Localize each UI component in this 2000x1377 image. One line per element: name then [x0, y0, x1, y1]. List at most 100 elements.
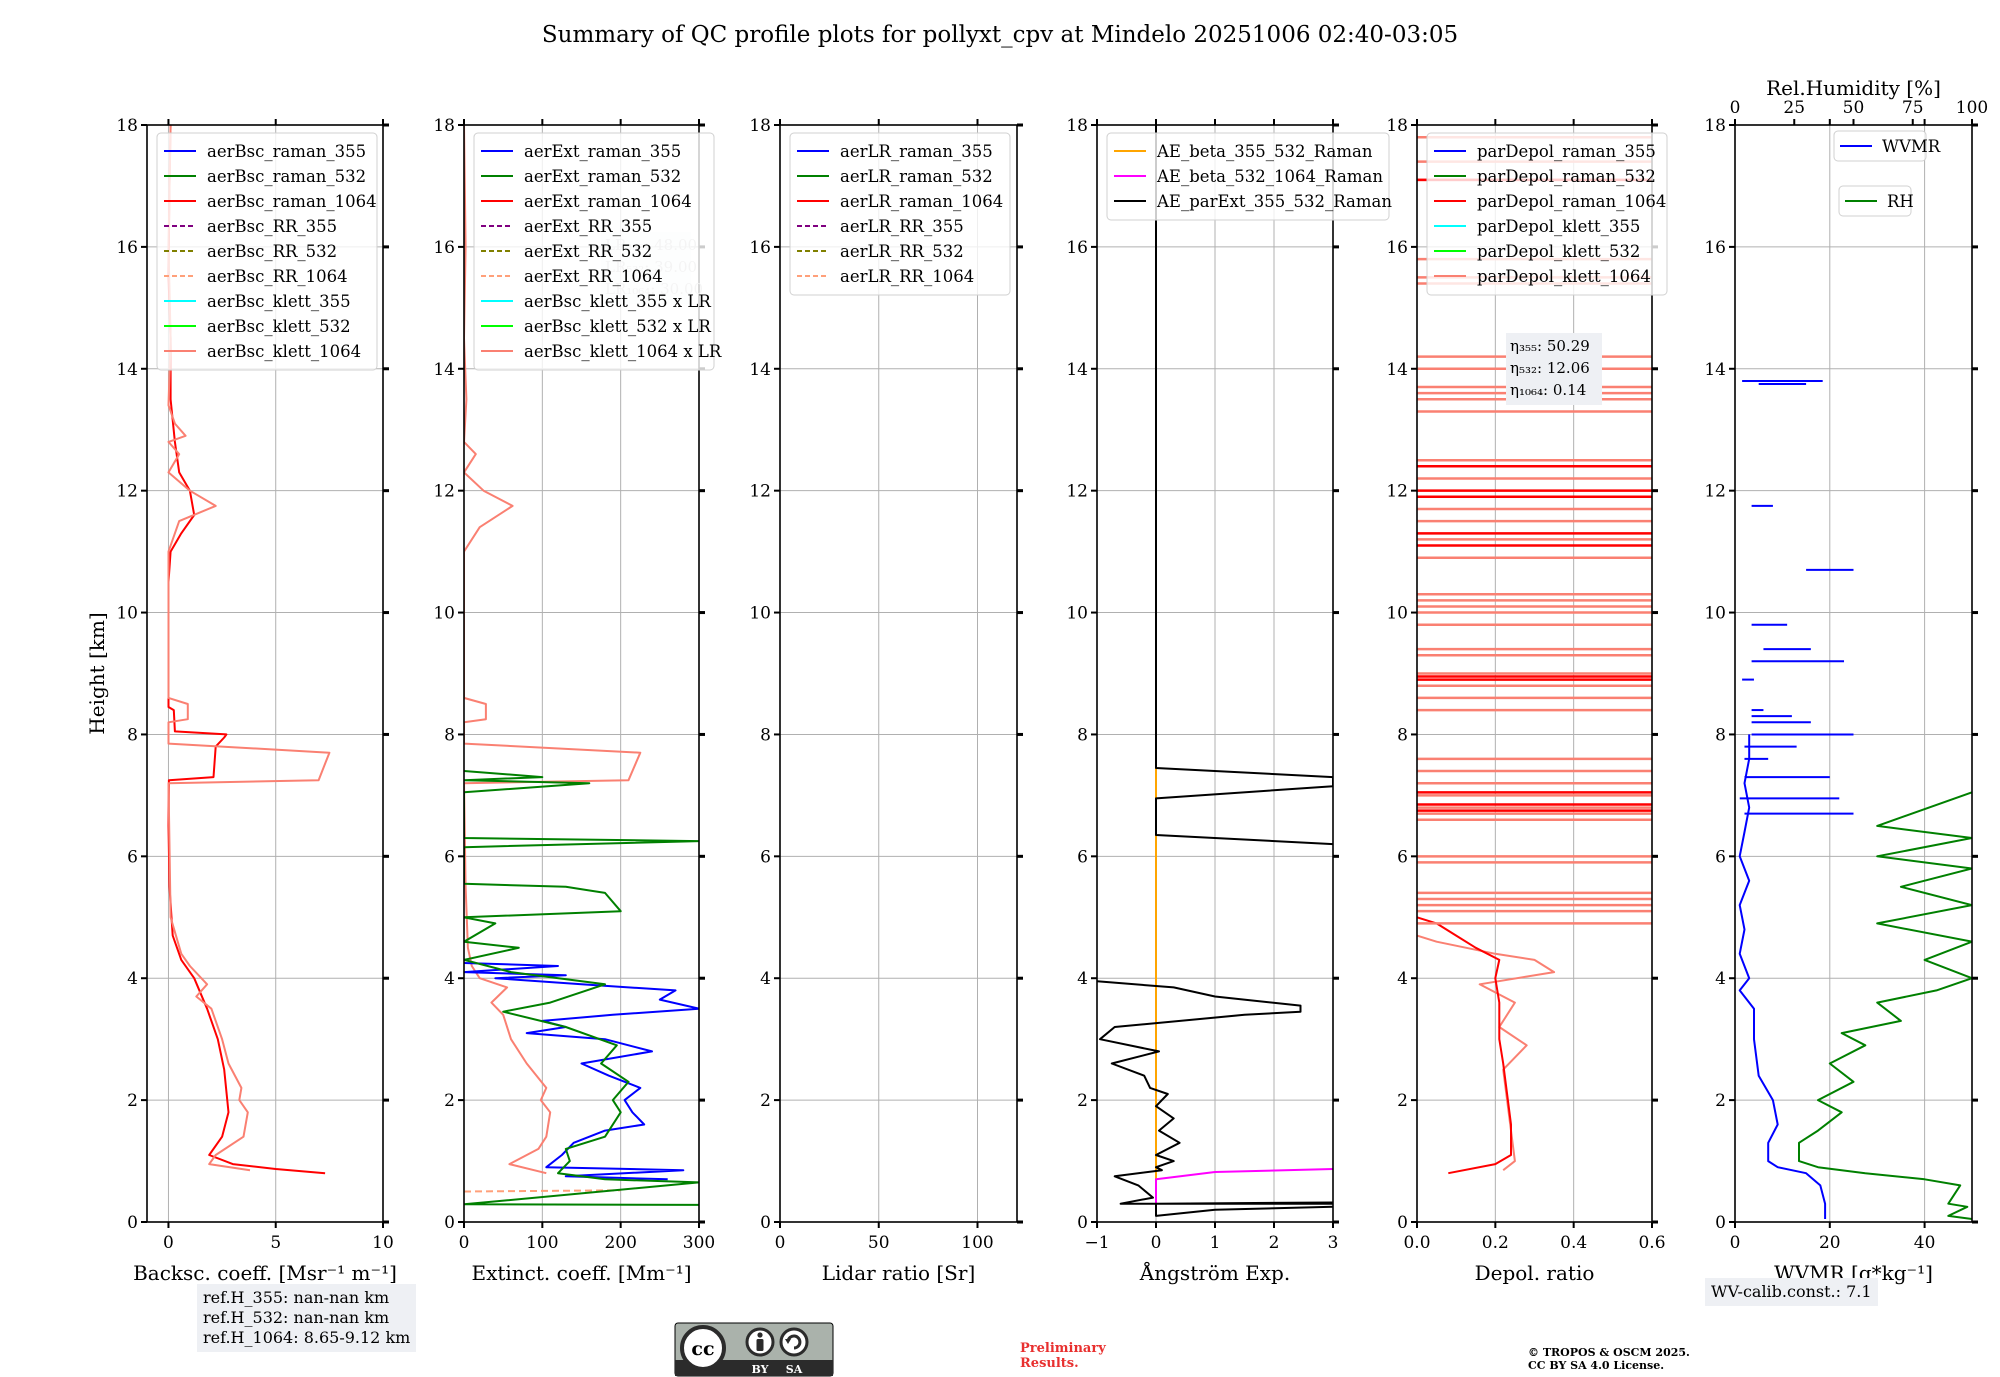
y-tick-label: 6: [1397, 847, 1408, 867]
legend-label: aerLR_RR_532: [840, 242, 964, 261]
x-top-tick-label: 25: [1783, 98, 1805, 118]
legend: aerExt_raman_355 aerExt_raman_532 aerExt_r…: [473, 132, 722, 371]
legend-label: aerBsc_klett_355 x LR: [524, 292, 711, 311]
y-tick-label: 6: [1715, 847, 1726, 867]
sa-label: SA: [786, 1363, 803, 1376]
x-tick-label: 0: [459, 1233, 470, 1253]
y-tick-label: 8: [1715, 725, 1726, 745]
series-pardepol-klett-1064: [1417, 934, 1556, 1171]
legend-label: parDepol_klett_1064: [1477, 267, 1651, 286]
x-tick-label: 5: [270, 1233, 281, 1253]
reference-heights-box: ref.H_355: nan-nan km ref.H_532: nan-nan…: [197, 1284, 417, 1352]
cc-by-sa-license-badge: cc BY SA: [674, 1322, 834, 1377]
annotation-line: η₁₀₆₄: 0.14: [1510, 381, 1586, 399]
panel-depolarization: 0 2 4 6 8 10 12 14 16 18 0.0 0.2 0.4 0.6 Depol. ratio η…: [1386, 116, 1668, 1285]
y-tick-label: 16: [433, 238, 455, 258]
legend-label: WVMR: [1882, 137, 1941, 156]
y-tick-label: 12: [433, 482, 455, 502]
x-tick-label: 100: [961, 1233, 993, 1253]
x-top-axis-label: Rel.Humidity [%]: [1766, 76, 1941, 100]
x-tick-label: 0: [1151, 1233, 1162, 1253]
series-aerbsc-klett-1064: [167, 125, 331, 1172]
legend-label: RH: [1887, 192, 1914, 211]
legend-label: aerBsc_RR_532: [207, 242, 337, 261]
wv-calibration-constant: WV-calib.const.: 7.1: [1711, 1282, 1872, 1301]
x-tick-label: 3: [1328, 1233, 1339, 1253]
legend-frame: [1833, 130, 1927, 162]
axes-frame: [1734, 124, 1973, 1223]
x-tick-label: 20: [1819, 1233, 1841, 1253]
preliminary-line-1: Preliminary: [1020, 1341, 1106, 1356]
y-tick-label: 18: [749, 116, 771, 136]
y-tick-label: 4: [1077, 969, 1088, 989]
legend: aerBsc_raman_355 aerBsc_raman_532 aerBsc_r…: [156, 132, 378, 371]
y-tick-label: 10: [1066, 604, 1088, 624]
legend-label: AE_beta_532_1064_Raman: [1156, 167, 1383, 186]
legend: parDepol_raman_355 parDepol_raman_532 parD…: [1426, 132, 1668, 296]
legend-label: parDepol_klett_532: [1477, 242, 1640, 261]
legend-label: aerBsc_klett_355: [207, 292, 351, 311]
legend-wvmr: WVMR: [1833, 130, 1941, 162]
legend-label: aerBsc_klett_532: [207, 317, 351, 336]
legend-label: aerExt_RR_1064: [524, 267, 663, 286]
ref-height-532: ref.H_532: nan-nan km: [203, 1308, 390, 1327]
x-tick-label: −1: [1084, 1233, 1109, 1253]
copyright-line-2: CC BY SA 4.0 License.: [1528, 1359, 1665, 1372]
y-tick-label: 4: [760, 969, 771, 989]
y-tick-label: 8: [1077, 725, 1088, 745]
series-ae-beta-532-1064-raman: [1155, 1168, 1333, 1216]
series-rh: [1798, 791, 1972, 1220]
attribution-person-icon: [745, 1327, 775, 1357]
x-tick-label: 200: [604, 1233, 636, 1253]
series-aerbsc-klett-1064-x-lr: [464, 125, 642, 1175]
legend-frame: [156, 132, 378, 371]
x-tick-label: 50: [868, 1233, 890, 1253]
legend-label: parDepol_raman_355: [1477, 142, 1656, 161]
copyright-line-1: © TROPOS & OSCM 2025.: [1528, 1346, 1690, 1359]
y-tick-label: 12: [1704, 482, 1726, 502]
legend-frame: [1426, 132, 1668, 296]
x-tick-label: 0: [163, 1233, 174, 1253]
y-tick-label: 0: [1715, 1213, 1726, 1233]
y-tick-label: 10: [116, 604, 138, 624]
y-tick-label: 16: [1386, 238, 1408, 258]
legend-frame: [789, 132, 1011, 296]
annotation-background: [1506, 333, 1602, 405]
series-aerext-rr-1064: [464, 1189, 621, 1193]
annotation-box: η₃₅₅: 50.29 η₅₃₂: 12.06 η₁₀₆₄: 0.14: [1506, 333, 1602, 405]
legend-label: aerBsc_RR_1064: [207, 267, 348, 286]
x-tick-label: 0.0: [1403, 1233, 1430, 1253]
y-tick-label: 16: [749, 238, 771, 258]
legend-label: aerExt_raman_355: [524, 142, 681, 161]
legend-label: aerLR_raman_532: [840, 167, 993, 186]
y-tick-label: 8: [1397, 725, 1408, 745]
panel-extinction: 0 2 4 6 8 10 12 14 16 18 0 100 200 300 Extinct. coeff.…: [433, 116, 722, 1285]
legend-label: parDepol_raman_532: [1477, 167, 1656, 186]
y-tick-label: 2: [444, 1091, 455, 1111]
y-tick-label: 2: [127, 1091, 138, 1111]
legend-label: aerBsc_raman_1064: [207, 192, 377, 211]
x-top-tick-label: 50: [1843, 98, 1865, 118]
svg-text:cc: cc: [691, 1338, 714, 1360]
x-axis-label: Backsc. coeff. [Msr⁻¹ m⁻¹]: [133, 1261, 397, 1285]
y-tick-label: 6: [444, 847, 455, 867]
panel-backscatter: 0 2 4 6 8 10 12 14 16 18 0 5 10 Backsc. coeff. [Msr⁻¹…: [85, 116, 397, 1285]
y-tick-label: 4: [127, 969, 138, 989]
x-tick-label: 40: [1914, 1233, 1936, 1253]
x-top-tick-label: 100: [1956, 98, 1988, 118]
x-tick-label: 1: [1210, 1233, 1221, 1253]
y-tick-label: 8: [444, 725, 455, 745]
y-tick-label: 12: [116, 482, 138, 502]
plot-area: [1097, 125, 1333, 1217]
legend-frame: [473, 132, 715, 371]
legend-label: AE_beta_355_532_Raman: [1156, 142, 1373, 161]
y-tick-label: 4: [444, 969, 455, 989]
y-tick-label: 0: [760, 1213, 771, 1233]
y-tick-label: 6: [127, 847, 138, 867]
axes-frame: [463, 124, 700, 1223]
legend-label: aerBsc_raman_532: [207, 167, 366, 186]
legend-label: aerBsc_RR_355: [207, 217, 337, 236]
x-tick-label: 2: [1269, 1233, 1280, 1253]
plot-area: [464, 125, 699, 1206]
